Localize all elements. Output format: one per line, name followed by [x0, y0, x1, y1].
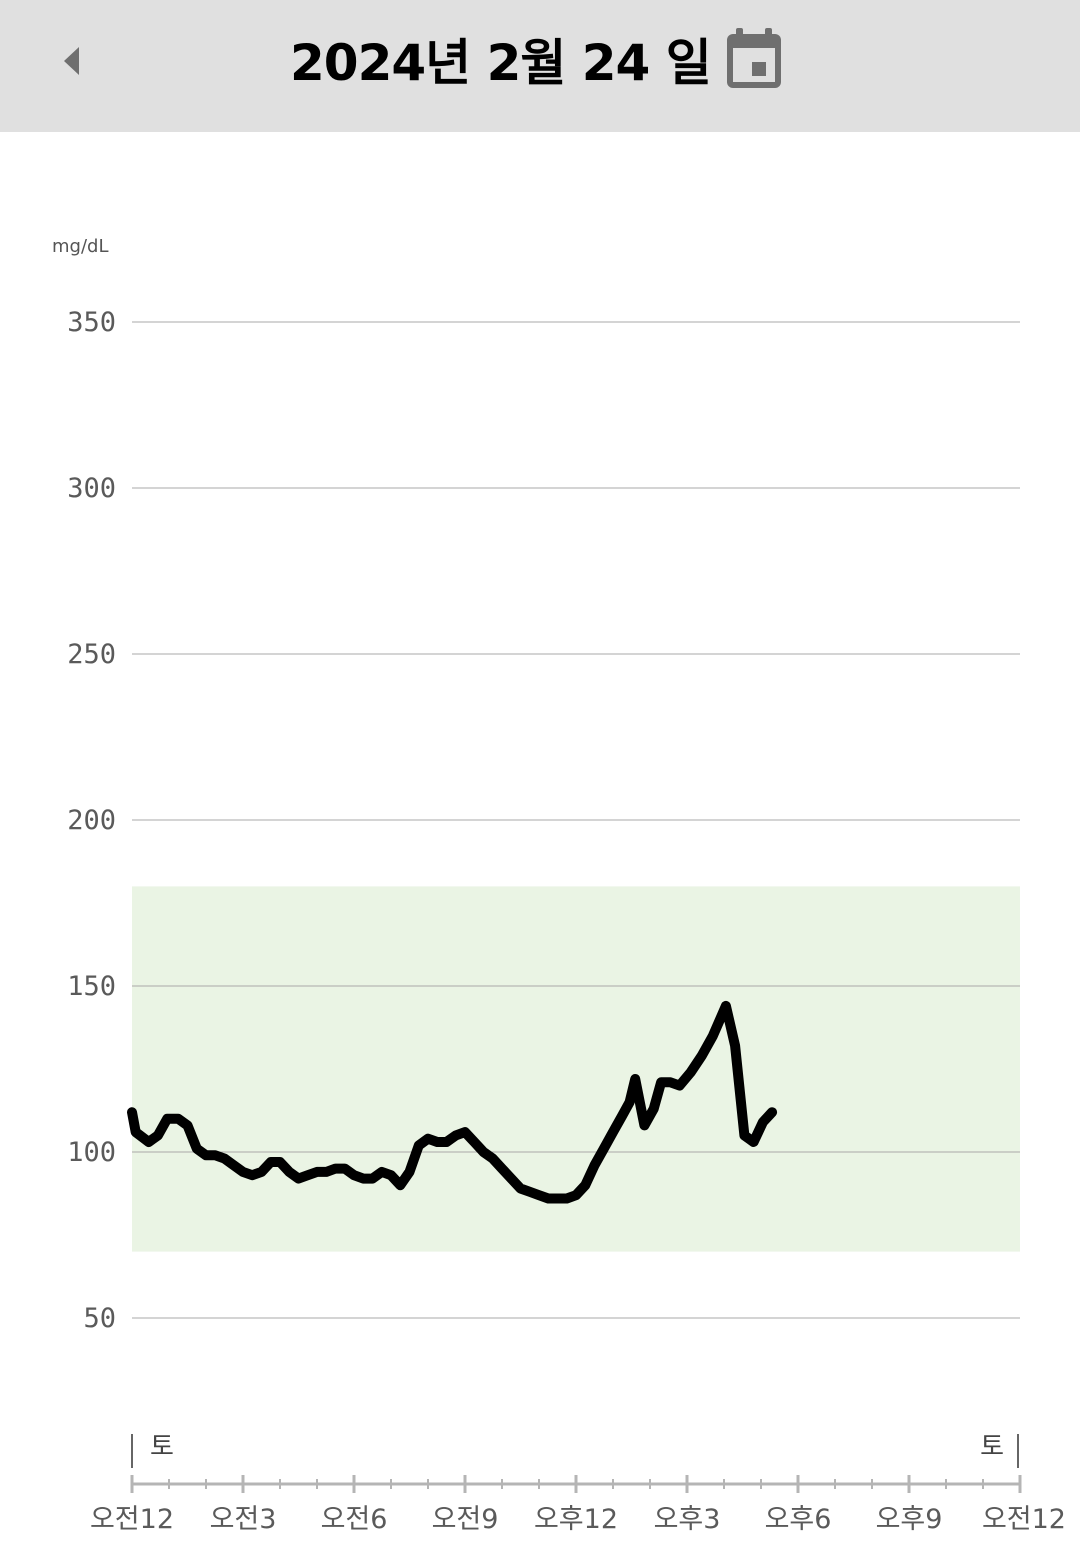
x-tick-label: 오전12 [90, 1504, 174, 1535]
glucose-data-point [556, 1197, 559, 1200]
glucose-data-point [643, 1124, 646, 1127]
y-axis-unit-label: mg/dL [52, 236, 109, 257]
glucose-data-point [417, 1144, 420, 1147]
glucose-data-point [306, 1174, 309, 1177]
glucose-data-point [297, 1177, 300, 1180]
glucose-data-point [454, 1134, 457, 1137]
glucose-data-point [380, 1170, 383, 1173]
glucose-data-point [602, 1147, 605, 1150]
y-tick-label: 200 [67, 805, 116, 836]
glucose-data-point [134, 1131, 137, 1134]
glucose-data-point [371, 1177, 374, 1180]
glucose-data-point [334, 1167, 337, 1170]
y-tick-label: 50 [83, 1303, 116, 1334]
day-label-left: 토 [150, 1432, 174, 1462]
glucose-data-point [166, 1117, 169, 1120]
glucose-data-point [242, 1170, 244, 1173]
glucose-data-point [678, 1084, 681, 1087]
glucose-data-point [491, 1157, 494, 1160]
y-tick-label: 300 [67, 473, 116, 504]
glucose-data-point [743, 1134, 746, 1137]
glucose-data-point [689, 1071, 692, 1074]
glucose-data-point [399, 1184, 402, 1187]
glucose-data-point [269, 1161, 272, 1163]
glucose-data-point [621, 1114, 624, 1117]
glucose-data-point [752, 1141, 755, 1143]
y-tick-label: 350 [67, 307, 116, 338]
glucose-data-point [628, 1101, 631, 1104]
glucose-data-point [343, 1167, 346, 1170]
glucose-data-point [147, 1141, 150, 1143]
glucose-data-point [316, 1170, 318, 1173]
x-tick-label: 오전3 [210, 1504, 277, 1535]
glucose-data-point [353, 1174, 355, 1177]
glucose-data-point [205, 1154, 207, 1157]
x-tick-label: 오전6 [321, 1504, 388, 1535]
glucose-data-point [771, 1111, 774, 1114]
glucose-data-point [288, 1170, 291, 1173]
glucose-data-point [186, 1124, 189, 1127]
calendar-button[interactable] [722, 26, 786, 92]
calendar-icon [727, 28, 781, 88]
x-tick-label: 오후3 [654, 1504, 721, 1535]
glucose-data-point [177, 1117, 180, 1120]
glucose-data-point [445, 1141, 448, 1143]
glucose-data-point [584, 1184, 587, 1187]
glucose-data-point [362, 1177, 365, 1180]
glucose-data-point [761, 1121, 764, 1124]
glucose-data-point [464, 1131, 466, 1134]
glucose-data-point [634, 1078, 637, 1080]
day-label-right: 토 [980, 1432, 1004, 1462]
glucose-data-point [390, 1174, 392, 1177]
header-bar: 2024년 2월 24 일 [0, 0, 1080, 132]
glucose-data-point [700, 1054, 703, 1057]
y-tick-label: 250 [67, 639, 116, 670]
glucose-data-point [408, 1170, 411, 1173]
glucose-data-point [519, 1187, 522, 1190]
glucose-data-point [156, 1134, 159, 1137]
glucose-data-point [482, 1151, 485, 1153]
glucose-data-point [279, 1161, 281, 1163]
glucose-data-point [528, 1190, 531, 1193]
back-button[interactable] [48, 36, 96, 86]
back-arrow-icon [64, 47, 79, 75]
glucose-data-point [660, 1081, 663, 1084]
glucose-data-point [565, 1197, 568, 1200]
glucose-data-point [711, 1034, 714, 1037]
glucose-data-point [612, 1131, 614, 1134]
glucose-data-point [724, 1004, 727, 1007]
glucose-data-point [593, 1164, 596, 1167]
x-tick-label: 오전12 [982, 1504, 1066, 1535]
y-tick-label: 150 [67, 971, 116, 1002]
glucose-data-point [251, 1174, 254, 1177]
glucose-data-point [575, 1194, 577, 1197]
x-tick-label: 오전9 [432, 1504, 499, 1535]
glucose-data-point [325, 1170, 328, 1173]
glucose-data-point [734, 1044, 737, 1047]
glucose-data-point [510, 1177, 513, 1180]
glucose-series-line-0 [127, 1000, 778, 1204]
glucose-data-point [195, 1147, 198, 1150]
glucose-data-point [214, 1154, 217, 1157]
glucose-data-point [652, 1107, 655, 1110]
x-tick-label: 오후9 [876, 1504, 943, 1535]
x-tick-label: 오후6 [765, 1504, 832, 1535]
glucose-data-point [547, 1197, 550, 1200]
x-tick-label: 오후12 [534, 1504, 618, 1535]
page-title: 2024년 2월 24 일 [290, 34, 712, 92]
glucose-data-point [669, 1081, 672, 1084]
glucose-data-point [260, 1170, 263, 1173]
glucose-data-point [223, 1157, 226, 1160]
glucose-data-point [473, 1141, 476, 1143]
glucose-data-point [131, 1111, 133, 1114]
glucose-data-point [232, 1164, 235, 1167]
glucose-data-point [436, 1141, 439, 1143]
glucose-data-point [501, 1167, 503, 1170]
y-tick-label: 100 [67, 1137, 116, 1168]
glucose-data-point [427, 1137, 429, 1140]
glucose-data-point [538, 1194, 540, 1197]
